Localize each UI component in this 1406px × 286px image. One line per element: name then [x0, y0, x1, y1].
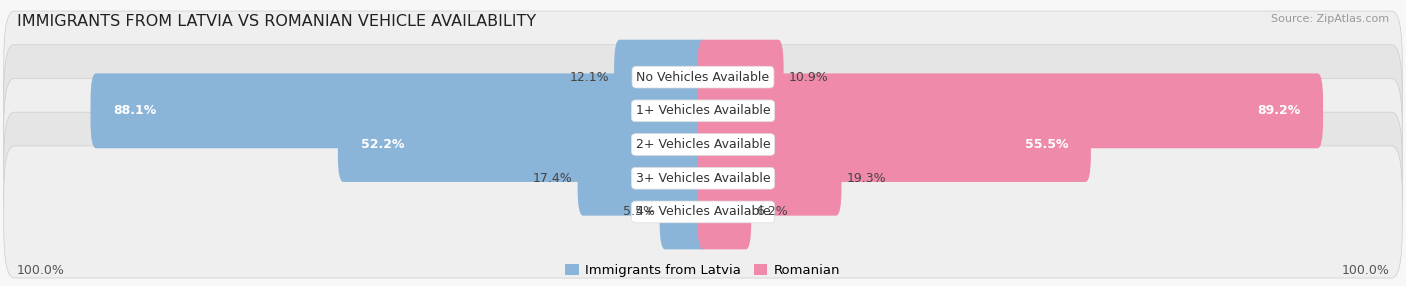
Legend: Immigrants from Latvia, Romanian: Immigrants from Latvia, Romanian — [560, 259, 846, 283]
FancyBboxPatch shape — [4, 146, 1402, 278]
Text: 89.2%: 89.2% — [1257, 104, 1301, 117]
FancyBboxPatch shape — [90, 74, 709, 148]
FancyBboxPatch shape — [4, 78, 1402, 210]
Text: Source: ZipAtlas.com: Source: ZipAtlas.com — [1271, 14, 1389, 24]
Text: 55.5%: 55.5% — [1025, 138, 1069, 151]
FancyBboxPatch shape — [4, 45, 1402, 177]
Text: 12.1%: 12.1% — [569, 71, 609, 84]
Text: 100.0%: 100.0% — [17, 265, 65, 277]
Text: 10.9%: 10.9% — [789, 71, 828, 84]
FancyBboxPatch shape — [4, 11, 1402, 143]
Text: 100.0%: 100.0% — [1341, 265, 1389, 277]
FancyBboxPatch shape — [697, 74, 1323, 148]
Text: 4+ Vehicles Available: 4+ Vehicles Available — [636, 205, 770, 219]
FancyBboxPatch shape — [697, 107, 1091, 182]
Text: 3+ Vehicles Available: 3+ Vehicles Available — [636, 172, 770, 185]
FancyBboxPatch shape — [659, 174, 709, 249]
FancyBboxPatch shape — [614, 40, 709, 114]
FancyBboxPatch shape — [697, 141, 841, 216]
FancyBboxPatch shape — [578, 141, 709, 216]
Text: 52.2%: 52.2% — [360, 138, 404, 151]
Text: 17.4%: 17.4% — [533, 172, 572, 185]
FancyBboxPatch shape — [337, 107, 709, 182]
Text: 5.5%: 5.5% — [623, 205, 655, 219]
FancyBboxPatch shape — [4, 112, 1402, 244]
Text: 1+ Vehicles Available: 1+ Vehicles Available — [636, 104, 770, 117]
Text: 2+ Vehicles Available: 2+ Vehicles Available — [636, 138, 770, 151]
FancyBboxPatch shape — [697, 174, 751, 249]
Text: 19.3%: 19.3% — [846, 172, 886, 185]
Text: 88.1%: 88.1% — [114, 104, 156, 117]
Text: 6.2%: 6.2% — [756, 205, 787, 219]
FancyBboxPatch shape — [697, 40, 783, 114]
Text: No Vehicles Available: No Vehicles Available — [637, 71, 769, 84]
Text: IMMIGRANTS FROM LATVIA VS ROMANIAN VEHICLE AVAILABILITY: IMMIGRANTS FROM LATVIA VS ROMANIAN VEHIC… — [17, 14, 536, 29]
